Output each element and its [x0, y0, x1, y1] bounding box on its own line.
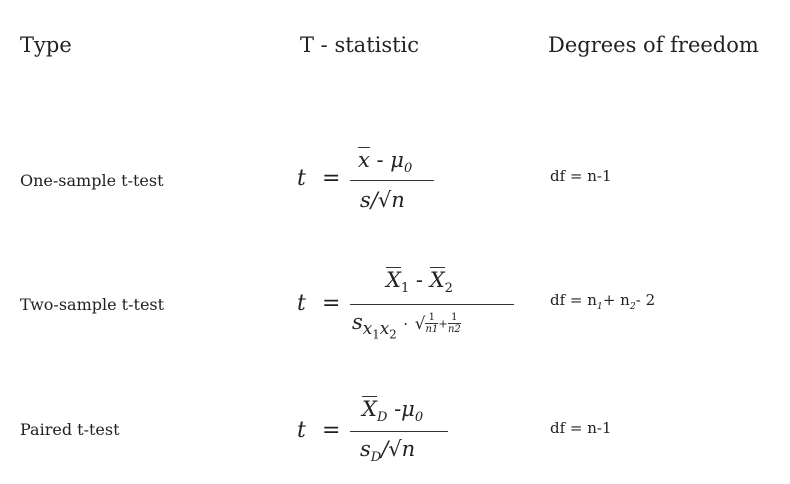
minus-sign: -: [387, 397, 402, 421]
x-bar: X: [362, 396, 377, 421]
type-paired: Paired t-test: [20, 420, 120, 439]
x1-bar: X: [386, 267, 401, 292]
df-two-sample: df = n1+ n2- 2: [550, 291, 655, 312]
df-suffix: - 2: [635, 291, 656, 309]
df-middle: + n: [602, 291, 630, 309]
formula-denominator: sD/√n: [360, 437, 415, 465]
dot-operator: ·: [403, 316, 409, 333]
type-two-sample: Two-sample t-test: [20, 295, 165, 314]
formula-equals: =: [322, 418, 341, 443]
mu-subscript: 0: [414, 410, 424, 426]
sqrt-n: /√n: [381, 437, 416, 461]
s-symbol: s: [360, 437, 371, 461]
frac2-denominator: n2: [447, 324, 461, 335]
formula-denominator: s/√n: [360, 188, 405, 212]
formula-numerator: X1 - X2: [386, 267, 453, 297]
mu-subscript: 0: [403, 161, 413, 177]
header-degrees-of-freedom: Degrees of freedom: [548, 33, 759, 57]
formula-lhs: t: [297, 166, 306, 191]
fraction-bar: [350, 304, 514, 305]
minus-sign: -: [409, 268, 430, 292]
mu-symbol: μ: [390, 148, 404, 172]
s-symbol: s: [352, 310, 363, 334]
formula-lhs: t: [297, 291, 306, 316]
type-one-sample: One-sample t-test: [20, 171, 164, 190]
formula-lhs: t: [297, 418, 306, 443]
frac2-numerator: 1: [447, 312, 461, 324]
x2-subscript: 2: [389, 327, 397, 342]
df-one-sample: df = n-1: [550, 167, 612, 185]
frac1-denominator: n1: [425, 324, 439, 335]
minus-sign: -: [369, 148, 391, 172]
x1-symbol: x: [362, 318, 373, 339]
x1-subscript: 1: [372, 327, 380, 342]
x2-subscript: 2: [444, 281, 453, 297]
x2-symbol: x: [379, 318, 390, 339]
df-prefix: df = n: [550, 291, 597, 309]
plus-sign: +: [438, 316, 448, 331]
df-subscript-1: 1: [596, 301, 603, 312]
fraction-bar: [350, 431, 448, 432]
x1-subscript: 1: [400, 281, 410, 297]
s-subscript: D: [370, 450, 382, 466]
header-type: Type: [20, 33, 72, 57]
df-paired: df = n-1: [550, 419, 612, 437]
formula-numerator: x - μ0: [358, 147, 413, 177]
formula-numerator: XD -μ0: [362, 396, 424, 426]
formula-equals: =: [322, 166, 341, 191]
mu-symbol: μ: [401, 397, 415, 421]
fraction-bar: [350, 180, 434, 181]
x-bar: x: [358, 147, 370, 172]
x2-bar: X: [429, 267, 445, 292]
formula-denominator: sx1x2 · √ 1 n1 +1 n2: [352, 310, 461, 342]
formula-equals: =: [322, 291, 341, 316]
df-subscript-2: 2: [629, 301, 636, 312]
header-t-statistic: T - statistic: [300, 33, 420, 57]
frac1-numerator: 1: [425, 312, 439, 324]
x-subscript: D: [376, 410, 388, 426]
sqrt-symbol: √: [414, 313, 426, 333]
